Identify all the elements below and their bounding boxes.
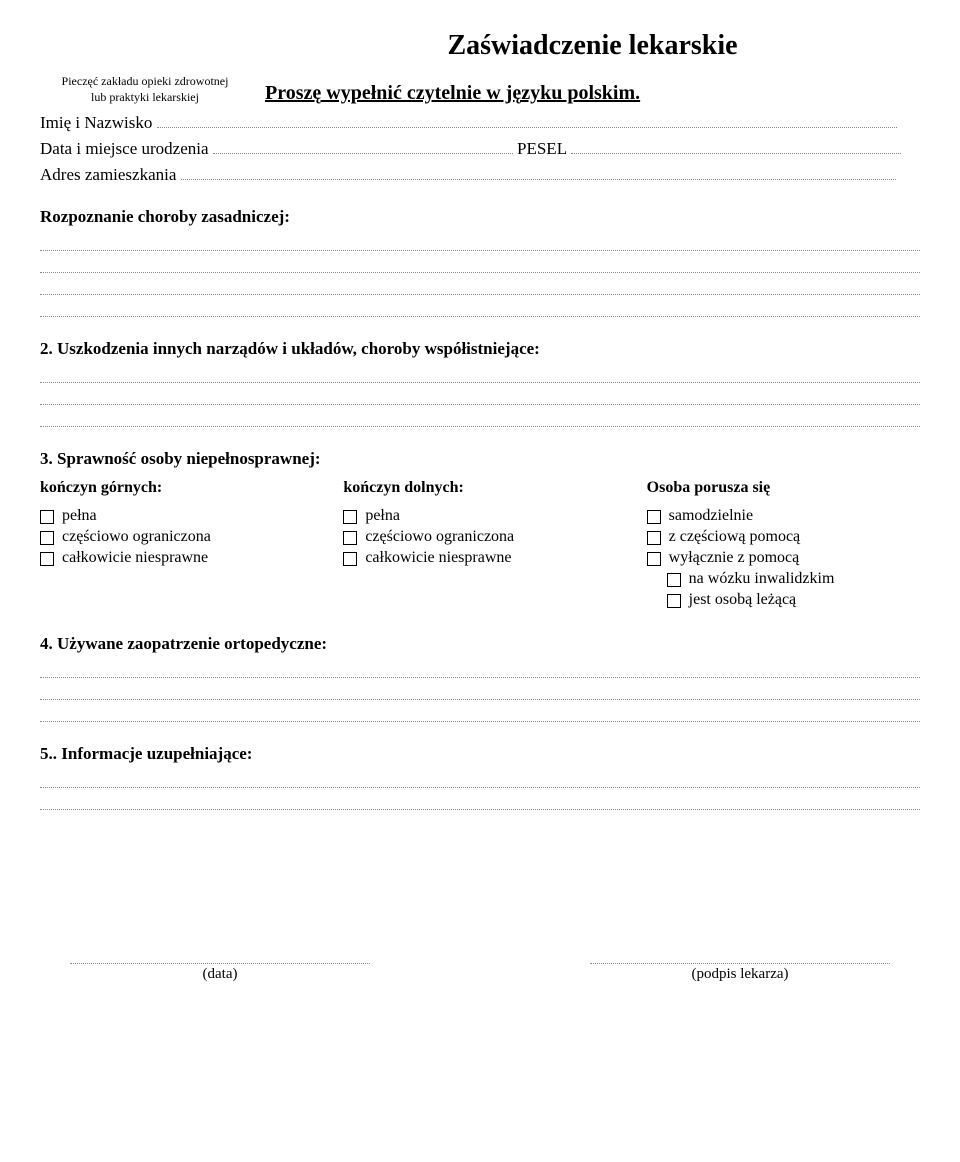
section-5-heading: 5.. Informacje uzupełniające:: [40, 744, 920, 764]
item-label: pełna: [62, 507, 97, 525]
item-label: całkowicie niesprawne: [62, 549, 208, 567]
dob-label: Data i miejsce urodzenia: [40, 139, 209, 158]
item-label: całkowicie niesprawne: [365, 549, 511, 567]
section-4-heading: 4. Używane zaopatrzenie ortopedyczne:: [40, 634, 920, 654]
column-mobility: Osoba porusza się samodzielnie z częścio…: [647, 479, 920, 612]
s2-line[interactable]: [40, 409, 920, 427]
capability-columns: kończyn górnych: pełna częściowo ogranic…: [40, 479, 920, 612]
col3-list: samodzielnie z częściową pomocą wyłączni…: [647, 507, 920, 609]
checkbox-item[interactable]: częściowo ograniczona: [40, 528, 313, 546]
item-label: samodzielnie: [669, 507, 753, 525]
checkbox-item[interactable]: z częściową pomocą: [647, 528, 920, 546]
checkbox-icon: [647, 531, 661, 545]
s1-line[interactable]: [40, 277, 920, 295]
section-3-heading: 3. Sprawność osoby niepełnosprawnej:: [40, 449, 920, 469]
field-address: Adres zamieszkania: [40, 165, 920, 185]
title-area: Zaświadczenie lekarskie Proszę wypełnić …: [250, 30, 920, 105]
stamp-line-1: Pieczęć zakładu opieki zdrowotnej: [40, 74, 250, 90]
signature-date: (data): [70, 950, 370, 983]
date-line[interactable]: [70, 950, 370, 964]
signature-doctor: (podpis lekarza): [590, 950, 890, 983]
col1-title: kończyn górnych:: [40, 479, 313, 497]
checkbox-icon: [40, 531, 54, 545]
s1-line[interactable]: [40, 299, 920, 317]
s1-line[interactable]: [40, 255, 920, 273]
checkbox-icon: [40, 510, 54, 524]
col3-title: Osoba porusza się: [647, 479, 920, 497]
checkbox-item[interactable]: jest osobą leżącą: [647, 591, 920, 609]
document-title: Zaświadczenie lekarskie: [265, 30, 920, 62]
s4-line[interactable]: [40, 682, 920, 700]
checkbox-icon: [667, 573, 681, 587]
s2-line[interactable]: [40, 387, 920, 405]
s4-line[interactable]: [40, 660, 920, 678]
item-label: wyłącznie z pomocą: [669, 549, 800, 567]
field-dob-pesel: Data i miejsce urodzenia PESEL: [40, 139, 920, 159]
checkbox-icon: [647, 510, 661, 524]
footer: (data) (podpis lekarza): [40, 950, 920, 983]
stamp-placeholder: Pieczęć zakładu opieki zdrowotnej lub pr…: [40, 30, 250, 105]
item-label: z częściową pomocą: [669, 528, 800, 546]
s4-line[interactable]: [40, 704, 920, 722]
stamp-line-2: lub praktyki lekarskiej: [40, 90, 250, 106]
checkbox-icon: [343, 552, 357, 566]
checkbox-item[interactable]: całkowicie niesprawne: [343, 549, 616, 567]
s1-line[interactable]: [40, 233, 920, 251]
sign-label: (podpis lekarza): [590, 966, 890, 983]
checkbox-icon: [647, 552, 661, 566]
item-label: częściowo ograniczona: [365, 528, 514, 546]
s5-line[interactable]: [40, 770, 920, 788]
checkbox-icon: [343, 531, 357, 545]
section-1-heading: Rozpoznanie choroby zasadniczej:: [40, 207, 920, 227]
s5-line[interactable]: [40, 792, 920, 810]
dob-fill[interactable]: [213, 153, 513, 154]
checkbox-item[interactable]: samodzielnie: [647, 507, 920, 525]
pesel-label: PESEL: [517, 139, 566, 158]
column-lower-limbs: kończyn dolnych: pełna częściowo ogranic…: [343, 479, 616, 612]
checkbox-icon: [667, 594, 681, 608]
item-label: na wózku inwalidzkim: [689, 570, 835, 588]
col2-title: kończyn dolnych:: [343, 479, 616, 497]
checkbox-item[interactable]: całkowicie niesprawne: [40, 549, 313, 567]
sign-line[interactable]: [590, 950, 890, 964]
checkbox-icon: [343, 510, 357, 524]
date-label: (data): [70, 966, 370, 983]
s2-line[interactable]: [40, 365, 920, 383]
field-name: Imię i Nazwisko: [40, 113, 920, 133]
item-label: częściowo ograniczona: [62, 528, 211, 546]
name-label: Imię i Nazwisko: [40, 113, 152, 132]
name-fill[interactable]: [157, 127, 897, 128]
pesel-fill[interactable]: [571, 153, 901, 154]
document-subtitle: Proszę wypełnić czytelnie w języku polsk…: [265, 82, 920, 105]
col1-list: pełna częściowo ograniczona całkowicie n…: [40, 507, 313, 567]
section-2-heading: 2. Uszkodzenia innych narządów i układów…: [40, 339, 920, 359]
checkbox-item[interactable]: na wózku inwalidzkim: [647, 570, 920, 588]
checkbox-item[interactable]: pełna: [343, 507, 616, 525]
header: Pieczęć zakładu opieki zdrowotnej lub pr…: [40, 30, 920, 105]
checkbox-item[interactable]: pełna: [40, 507, 313, 525]
checkbox-item[interactable]: wyłącznie z pomocą: [647, 549, 920, 567]
checkbox-icon: [40, 552, 54, 566]
address-fill[interactable]: [181, 179, 896, 180]
item-label: jest osobą leżącą: [689, 591, 797, 609]
address-label: Adres zamieszkania: [40, 165, 176, 184]
item-label: pełna: [365, 507, 400, 525]
column-upper-limbs: kończyn górnych: pełna częściowo ogranic…: [40, 479, 313, 612]
col2-list: pełna częściowo ograniczona całkowicie n…: [343, 507, 616, 567]
checkbox-item[interactable]: częściowo ograniczona: [343, 528, 616, 546]
